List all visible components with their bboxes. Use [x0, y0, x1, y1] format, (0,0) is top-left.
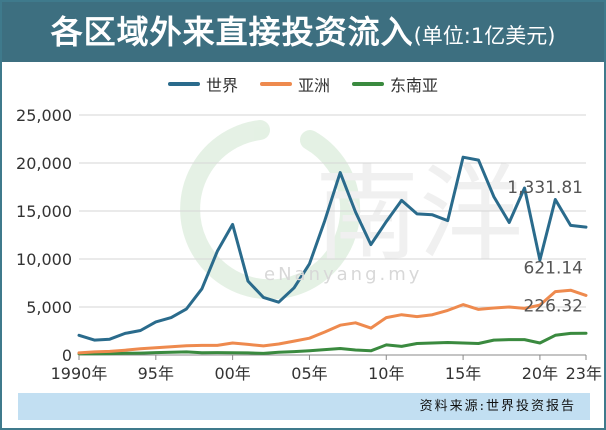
- title-main: 各区域外来直接投资流入: [50, 13, 414, 51]
- y-tick-label: 0: [62, 346, 72, 365]
- y-tick-label: 5,000: [26, 298, 72, 317]
- series-line-2: [77, 331, 588, 356]
- value-annotations: 1,331.81 621.14 226.32: [507, 178, 583, 316]
- x-tick-label: 05年: [291, 364, 327, 383]
- header-bar: 各区域外来直接投资流入(单位:1亿美元): [2, 2, 604, 62]
- annotation-label: 621.14: [524, 258, 583, 278]
- x-tick-label: 95年: [138, 364, 174, 383]
- legend-item-asia: 亚洲: [259, 72, 330, 96]
- series-lines: [77, 155, 588, 356]
- chart-title: 各区域外来直接投资流入(单位:1亿美元): [2, 2, 604, 62]
- x-tick-label: 20年: [522, 364, 558, 383]
- x-tick-label: 00年: [214, 364, 250, 383]
- annotation-label: 226.32: [524, 296, 583, 316]
- legend-swatch-world: [167, 82, 200, 86]
- legend-swatch-asia: [259, 82, 292, 86]
- legend: 世界 亚洲 东南亚: [0, 72, 606, 96]
- source-text: 资料来源:世界投资报告: [419, 399, 576, 414]
- legend-label-sea: 东南亚: [390, 76, 439, 95]
- source-bar: 资料来源:世界投资报告: [18, 393, 590, 420]
- legend-item-sea: 东南亚: [352, 72, 438, 96]
- x-axis: 1990年 95年 00年 05年 10年 15年 20年 23年: [51, 355, 602, 383]
- legend-label-world: 世界: [205, 76, 238, 95]
- y-tick-label: 10,000: [16, 250, 72, 269]
- series-line-0: [77, 155, 588, 342]
- x-tick-label: 23年: [566, 364, 602, 383]
- legend-swatch-sea: [352, 82, 384, 86]
- x-tick-label: 1990年: [51, 364, 108, 383]
- title-unit: (单位:1亿美元): [413, 24, 556, 48]
- legend-label-asia: 亚洲: [297, 76, 330, 95]
- annotation-label: 1,331.81: [507, 178, 583, 198]
- y-tick-label: 25,000: [16, 106, 72, 125]
- x-tick-label: 15年: [445, 364, 481, 383]
- y-axis: 0 5,000 10,000 15,000 20,000 25,000: [16, 106, 72, 365]
- y-tick-label: 20,000: [16, 154, 72, 173]
- x-tick-label: 10年: [368, 364, 404, 383]
- legend-item-world: 世界: [167, 72, 238, 96]
- watermark-text: eNanyang.my: [264, 264, 423, 285]
- series-line-1: [77, 288, 588, 355]
- y-tick-label: 15,000: [16, 202, 72, 221]
